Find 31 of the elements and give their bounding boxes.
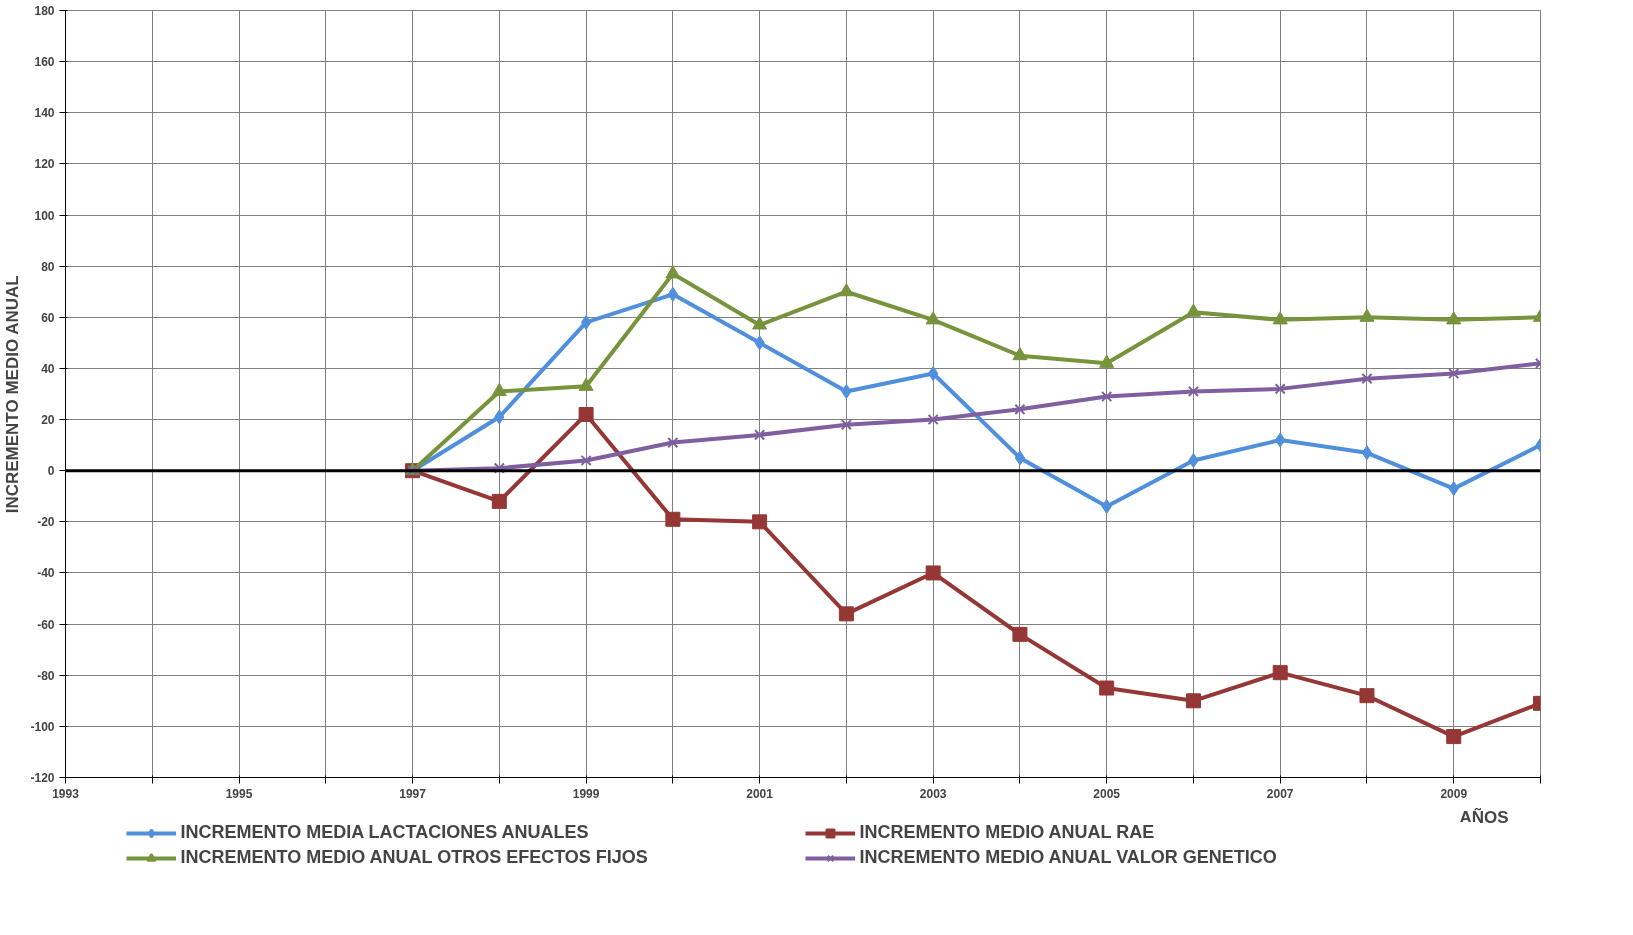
y-axis-title: INCREMENTO MEDIO ANUAL (3, 275, 23, 514)
y-tick-label: 100 (34, 208, 55, 223)
y-tick-label: -40 (37, 566, 55, 581)
y-tick-label: 80 (41, 259, 55, 274)
legend-label: INCREMENTO MEDIA LACTACIONES ANUALES (180, 822, 590, 843)
x-tick-label: 1999 (572, 786, 600, 801)
y-tick-label: 180 (34, 4, 55, 18)
x-tick-label: 2009 (1440, 786, 1468, 801)
y-tick-label: 60 (41, 310, 55, 325)
y-tick-label: -20 (37, 515, 55, 530)
x-axis-title: AÑOS (1459, 806, 1509, 827)
y-tick-label: 160 (34, 55, 55, 70)
x-tick-label: 1997 (399, 786, 427, 801)
y-tick-label: 0 (47, 464, 55, 479)
x-tick-label: 2005 (1093, 786, 1121, 801)
y-tick-label: -80 (37, 668, 55, 683)
legend-label: INCREMENTO MEDIO ANUAL OTROS EFECTOS FIJOS (180, 847, 649, 868)
y-tick-label: 20 (41, 413, 55, 428)
legend-label: INCREMENTO MEDIO ANUAL VALOR GENETICO (859, 847, 1278, 868)
legend-label: INCREMENTO MEDIO ANUAL RAE (859, 822, 1155, 842)
y-tick-label: -120 (30, 771, 55, 785)
x-tick-label: 2003 (919, 786, 947, 801)
y-tick-label: 140 (34, 106, 55, 121)
x-tick-label: 2001 (746, 786, 774, 801)
x-tick-label: 2007 (1266, 786, 1294, 801)
y-tick-label: 40 (41, 361, 55, 376)
y-tick-label: -100 (30, 719, 55, 734)
y-tick-label: 120 (34, 157, 55, 172)
y-tick-label: -60 (37, 617, 55, 632)
x-tick-label: 1995 (225, 786, 253, 801)
x-tick-label: 1993 (52, 786, 80, 801)
